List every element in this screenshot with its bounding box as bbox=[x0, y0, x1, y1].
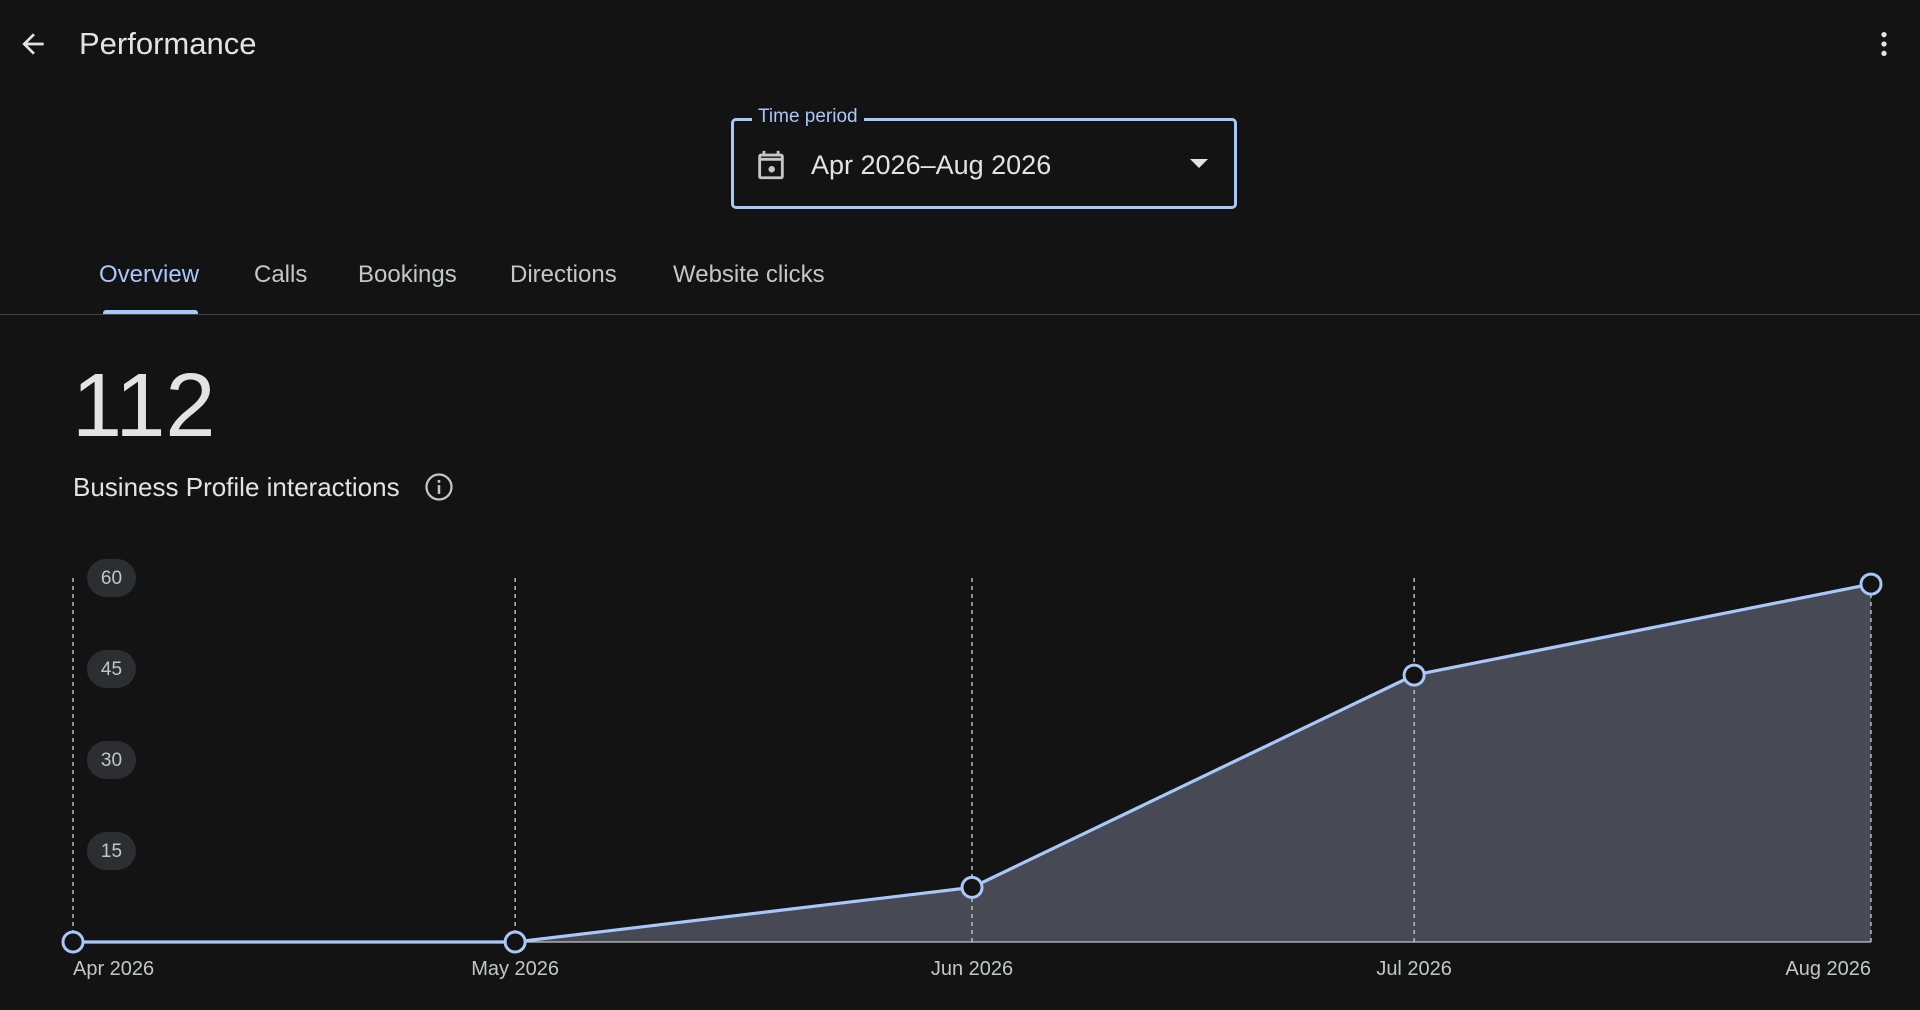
y-tick-pill-60 bbox=[87, 559, 136, 597]
data-point-3 bbox=[1402, 663, 1426, 687]
data-point-1 bbox=[503, 930, 527, 954]
back-button[interactable] bbox=[12, 20, 54, 68]
info-icon[interactable] bbox=[424, 472, 454, 502]
data-point-2 bbox=[960, 875, 984, 899]
tab-website-clicks[interactable]: Website clicks bbox=[673, 261, 825, 288]
dropdown-arrow-icon bbox=[1190, 159, 1208, 168]
interactions-label: Business Profile interactions bbox=[73, 472, 400, 502]
data-point-4 bbox=[1859, 572, 1883, 596]
more-options-button[interactable] bbox=[1868, 20, 1900, 68]
x-tick-label-2: Jun 2026 bbox=[931, 958, 1013, 980]
y-tick-label-15: 15 bbox=[101, 841, 122, 862]
x-tick-label-1: May 2026 bbox=[471, 958, 559, 980]
interactions-chart: 15 30 45 60 Apr 2026 May 2026 Jun 2026 Jul 2026… bbox=[61, 559, 1883, 980]
y-tick-label-45: 45 bbox=[101, 659, 122, 680]
more-vert-icon bbox=[1881, 32, 1887, 56]
x-tick-label-4: Aug 2026 bbox=[1785, 958, 1871, 980]
y-tick-label-30: 30 bbox=[101, 750, 122, 771]
tab-bar: Overview Calls Bookings Directions Websi… bbox=[0, 240, 1920, 315]
interactions-count: 112 bbox=[72, 356, 216, 456]
time-period-label: Time period bbox=[752, 105, 864, 129]
y-tick-pill-30 bbox=[87, 741, 136, 779]
data-point-0 bbox=[61, 930, 85, 954]
x-tick-label-3: Jul 2026 bbox=[1376, 958, 1452, 980]
top-app-bar: Performance bbox=[0, 0, 1920, 88]
x-tick-label-0: Apr 2026 bbox=[73, 958, 154, 980]
tab-bookings[interactable]: Bookings bbox=[358, 261, 457, 288]
arrow-back-icon bbox=[22, 33, 44, 55]
page-title: Performance bbox=[79, 26, 257, 61]
active-tab-indicator bbox=[103, 310, 198, 314]
time-period-select[interactable]: Time period Apr 2026–Aug 2026 bbox=[731, 105, 1237, 209]
y-tick-pill-15 bbox=[87, 832, 136, 870]
tab-directions[interactable]: Directions bbox=[510, 261, 617, 288]
tab-calls[interactable]: Calls bbox=[254, 261, 308, 288]
y-tick-pill-45 bbox=[87, 650, 136, 688]
series-area bbox=[73, 584, 1871, 942]
time-period-value: Apr 2026–Aug 2026 bbox=[811, 150, 1052, 180]
y-tick-label-60: 60 bbox=[101, 568, 122, 589]
tab-overview[interactable]: Overview bbox=[99, 261, 200, 288]
calendar-icon bbox=[758, 150, 784, 180]
